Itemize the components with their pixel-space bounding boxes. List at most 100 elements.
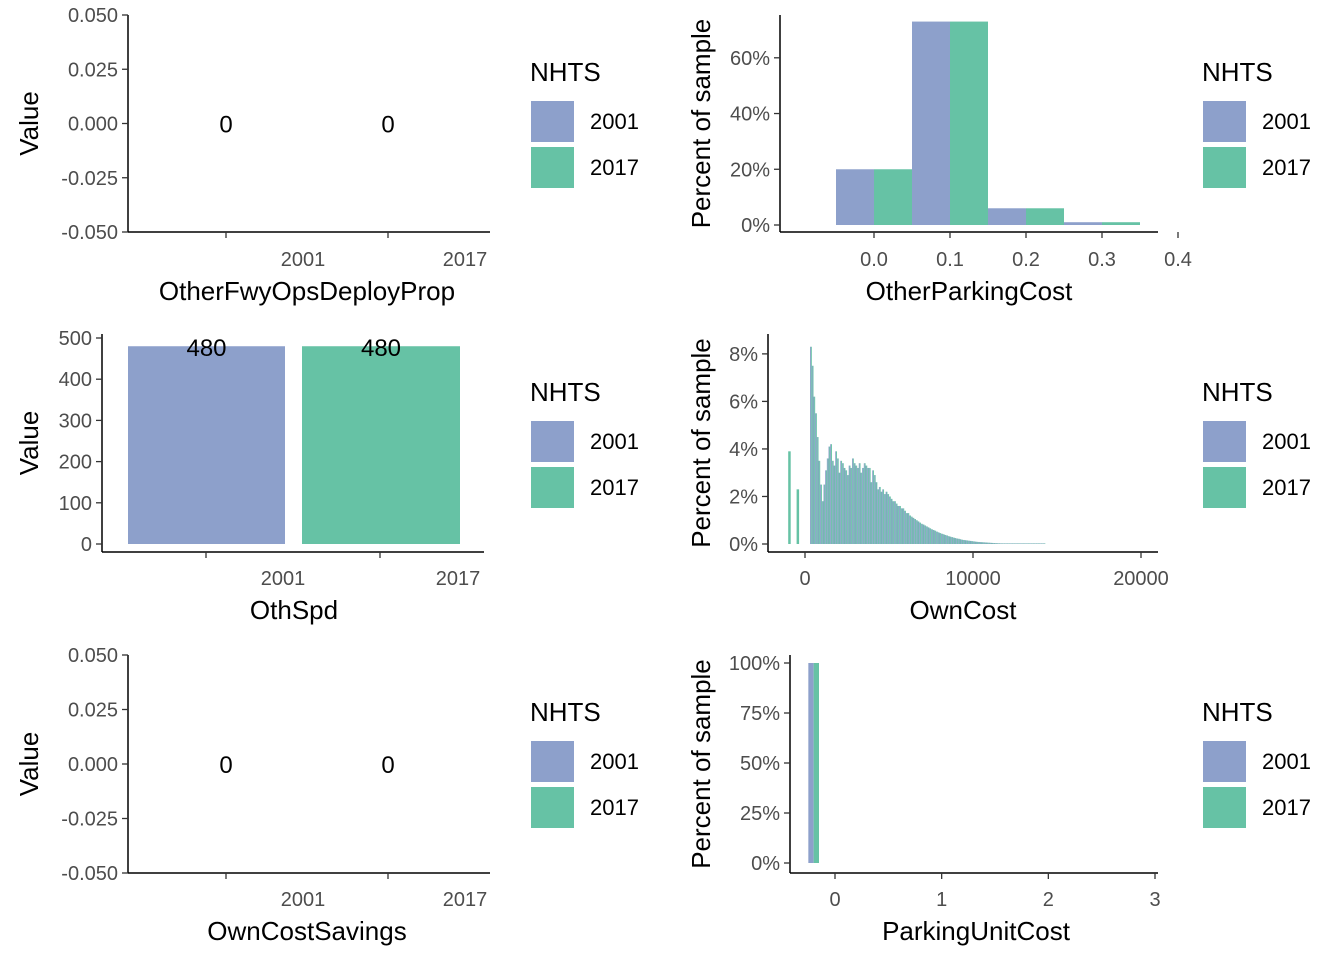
histogram-bar-2017	[820, 484, 822, 544]
legend-label-2001: 2001	[590, 749, 639, 774]
histogram-bar-2017	[940, 533, 942, 544]
histogram-bar-2017	[928, 527, 930, 544]
histogram-bar-2017	[1020, 543, 1022, 544]
histogram-bar-2001	[910, 516, 912, 544]
histogram-bar-2001	[944, 534, 946, 544]
histogram-bar-2001	[1021, 543, 1023, 544]
legend: NHTS 2001 2017	[530, 377, 639, 508]
legend-key-2001	[531, 101, 574, 142]
histogram-bar-2017	[952, 537, 953, 544]
histogram-bar-2017	[1034, 543, 1036, 544]
histogram-bar-2017	[847, 475, 849, 544]
histogram-bar-2001	[1041, 543, 1043, 544]
histogram-bar-2001	[915, 520, 917, 544]
histogram-bar-2017	[923, 524, 925, 544]
histogram-bar-2001	[979, 542, 981, 544]
x-tick-label: 20000	[1113, 568, 1169, 590]
histogram-bar-2017	[899, 505, 901, 544]
y-tick-label: 75%	[740, 703, 780, 725]
histogram-bar-2001	[1038, 543, 1040, 544]
histogram-bar-2017	[960, 539, 962, 544]
y-tick-label: 0%	[751, 853, 780, 875]
legend-label-2017: 2017	[1262, 475, 1311, 500]
histogram-bar-2001	[927, 527, 929, 544]
histogram-bar-2017	[925, 525, 927, 544]
histogram-bar-2001	[949, 536, 951, 544]
y-tick-label: 100	[59, 493, 92, 515]
histogram-bar-2017	[893, 501, 895, 544]
histogram-bar-2001	[889, 496, 890, 544]
x-tick-label: 3	[1149, 889, 1160, 911]
histogram-bar-2017	[950, 536, 952, 544]
y-tick-label: -0.050	[61, 863, 118, 885]
histogram-bar-2001	[993, 543, 995, 544]
histogram-bar-2017	[834, 465, 836, 544]
histogram-bar-2001	[845, 470, 847, 544]
histogram-bar-2001	[863, 463, 865, 544]
histogram-bar-2001	[1033, 543, 1035, 544]
histogram-bar-2001	[816, 437, 818, 544]
histogram-bar-2017	[884, 494, 886, 544]
histogram-bar-2017	[963, 539, 965, 544]
histogram-bar-2017	[1004, 543, 1006, 544]
histogram-bar-2017	[957, 538, 958, 544]
x-tick-label: 10000	[945, 568, 1001, 590]
histogram-bar-2017	[992, 542, 994, 544]
histogram-bar-2017	[948, 536, 950, 544]
histogram-bar-2017	[1012, 543, 1014, 544]
data-label: 480	[361, 335, 401, 362]
histogram-bar-2001	[825, 470, 827, 544]
histogram-bar-2001	[991, 542, 993, 544]
histogram-bar-2017	[873, 470, 874, 544]
histogram-bar-2017	[1019, 543, 1021, 544]
legend-title: NHTS	[1202, 57, 1273, 87]
histogram-bar-2001	[994, 543, 996, 544]
histogram-bar-2001	[986, 542, 988, 544]
histogram-bar-2017	[883, 489, 885, 544]
histogram-bar	[796, 489, 800, 544]
histogram-bar-2001	[1018, 543, 1020, 544]
histogram-bar-2017	[824, 484, 826, 544]
histogram-bar-2001	[862, 467, 864, 544]
histogram-bar-2001	[900, 508, 902, 544]
y-tick-label: 25%	[740, 803, 780, 825]
histogram-bar-2017	[938, 532, 940, 544]
histogram-bar-2001	[1006, 543, 1008, 544]
x-tick-label: 2	[1043, 889, 1054, 911]
histogram-bar-2001	[828, 446, 830, 544]
y-tick-label: 200	[59, 452, 92, 474]
histogram-bar-2017	[886, 491, 888, 544]
histogram-bar-2017	[1000, 543, 1002, 544]
y-tick-label: 0%	[729, 534, 758, 556]
histogram-bar-2001	[909, 515, 911, 544]
histogram-bar-2017	[888, 494, 890, 544]
histogram-bar-2001	[858, 463, 860, 544]
histogram-bar-2001	[974, 541, 976, 544]
legend-label-2001: 2001	[590, 429, 639, 454]
y-tick-label: 2%	[729, 486, 758, 508]
legend-key-2017	[1203, 787, 1246, 828]
histogram-bar-2017	[1039, 543, 1041, 544]
histogram-bar-2001	[962, 539, 964, 544]
panel-OwnCostSavings: 0.050 0.025 0.000 -0.025 -0.050 2001 0 2017 0 Own…	[14, 645, 639, 946]
histogram-bar-2001	[811, 365, 813, 544]
histogram-bar-2017	[849, 465, 851, 544]
histogram-bar-2001	[843, 467, 845, 544]
histogram-bar-2017	[930, 528, 932, 544]
histogram-bar-2017	[1032, 543, 1034, 544]
x-tick-label: 2017	[443, 889, 488, 911]
legend-label-2001: 2001	[590, 109, 639, 134]
histogram-bar-2017	[915, 519, 916, 544]
histogram-bar-2017	[1005, 543, 1007, 544]
histogram-bar-2001	[899, 505, 901, 544]
histogram-bar-2001	[964, 540, 966, 544]
panel-OwnCost: 0% 2% 4% 6% 8% 0 10000 20000 OwnCost Percent of s…	[686, 334, 1311, 625]
x-tick-label: 0.1	[936, 249, 964, 271]
histogram-bar-2017	[973, 541, 975, 544]
histogram-bar-2017	[1022, 543, 1024, 544]
histogram-bar-2017	[945, 534, 947, 544]
histogram-bar-2001	[1040, 543, 1042, 544]
histogram-bar-2001	[983, 542, 985, 544]
histogram-bar-2017	[967, 540, 969, 544]
legend-title: NHTS	[530, 57, 601, 87]
